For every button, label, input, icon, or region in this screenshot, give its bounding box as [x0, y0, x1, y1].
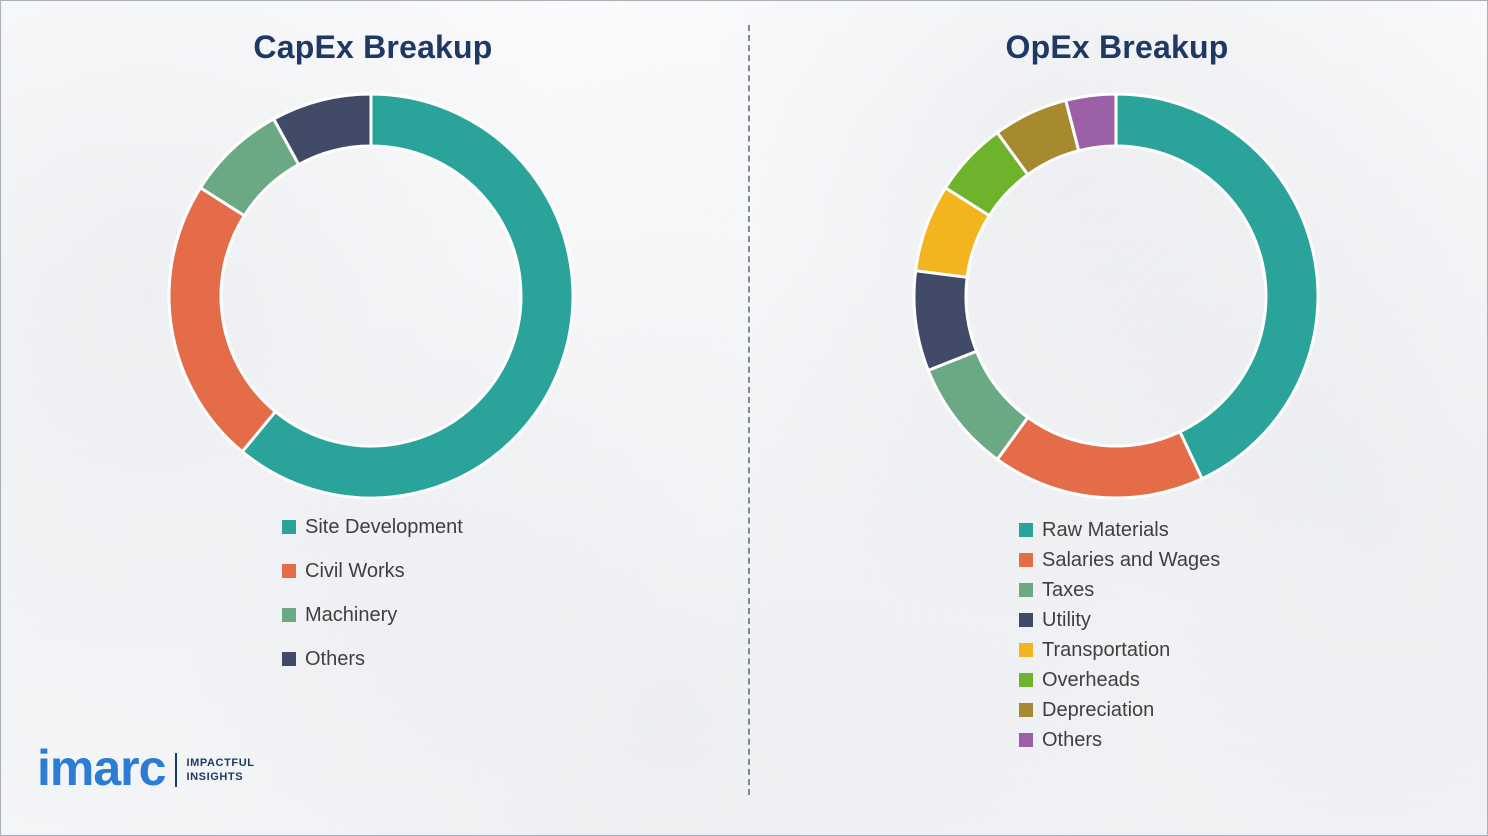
legend-swatch	[282, 652, 296, 666]
legend-item-taxes: Taxes	[1019, 578, 1220, 602]
capex-title: CapEx Breakup	[253, 29, 493, 65]
imarc-logo: imarc IMPACTFUL INSIGHTS	[37, 743, 255, 793]
legend-swatch	[1019, 523, 1033, 537]
legend-item-salaries-and-wages: Salaries and Wages	[1019, 548, 1220, 572]
donut-segment-others	[272, 92, 373, 167]
tagline-line-2: INSIGHTS	[186, 771, 244, 783]
legend-item-depreciation: Depreciation	[1019, 698, 1220, 722]
legend-label: Others	[1042, 728, 1103, 751]
donut-segment-raw-materials	[1114, 92, 1320, 481]
donut-segment-civil-works	[167, 186, 277, 454]
legend-item-utility: Utility	[1019, 608, 1220, 632]
capex-legend: Site Development Civil Works Machinery Othe…	[282, 515, 463, 691]
legend-item-transportation: Transportation	[1019, 638, 1220, 662]
legend-swatch	[282, 564, 296, 578]
legend-item-overheads: Overheads	[1019, 668, 1220, 692]
legend-swatch	[282, 608, 296, 622]
tagline-line-1: IMPACTFUL	[186, 756, 255, 769]
legend-swatch	[282, 520, 296, 534]
legend-swatch	[1019, 703, 1033, 717]
donut-segment-utility	[912, 269, 979, 372]
donut-segment-salaries-and-wages	[995, 415, 1204, 500]
legend-label: Others	[305, 647, 366, 670]
legend-item-civil-works: Civil Works	[282, 559, 463, 583]
opex-legend: Raw Materials Salaries and Wages Taxes Util…	[1019, 518, 1220, 758]
center-dashed-divider	[748, 25, 750, 795]
legend-label: Salaries and Wages	[1042, 548, 1221, 571]
legend-swatch	[1019, 613, 1033, 627]
legend-item-raw-materials: Raw Materials	[1019, 518, 1220, 542]
donut-segment-others	[1064, 92, 1118, 153]
opex-title: OpEx Breakup	[1005, 29, 1229, 65]
opex-donut-chart	[912, 92, 1320, 500]
legend-swatch	[1019, 673, 1033, 687]
legend-label: Depreciation	[1042, 698, 1155, 721]
legend-label: Taxes	[1042, 578, 1095, 601]
legend-item-machinery: Machinery	[282, 603, 463, 627]
legend-swatch	[1019, 643, 1033, 657]
legend-label: Civil Works	[305, 559, 405, 582]
legend-label: Utility	[1042, 608, 1091, 631]
legend-label: Machinery	[305, 603, 398, 626]
legend-swatch	[1019, 733, 1033, 747]
legend-label: Site Development	[305, 515, 463, 538]
imarc-wordmark: imarc	[37, 740, 166, 796]
imarc-tagline: IMPACTFUL INSIGHTS	[186, 756, 254, 785]
donut-segment-site-development	[240, 92, 575, 500]
legend-item-others: Others	[1019, 728, 1220, 752]
capex-donut-chart	[167, 92, 575, 500]
legend-label: Overheads	[1042, 668, 1140, 691]
legend-label: Transportation	[1042, 638, 1171, 661]
legend-label: Raw Materials	[1042, 518, 1169, 541]
legend-swatch	[1019, 583, 1033, 597]
legend-swatch	[1019, 553, 1033, 567]
logo-divider	[175, 753, 178, 787]
legend-item-others: Others	[282, 647, 463, 671]
legend-item-site-development: Site Development	[282, 515, 463, 539]
